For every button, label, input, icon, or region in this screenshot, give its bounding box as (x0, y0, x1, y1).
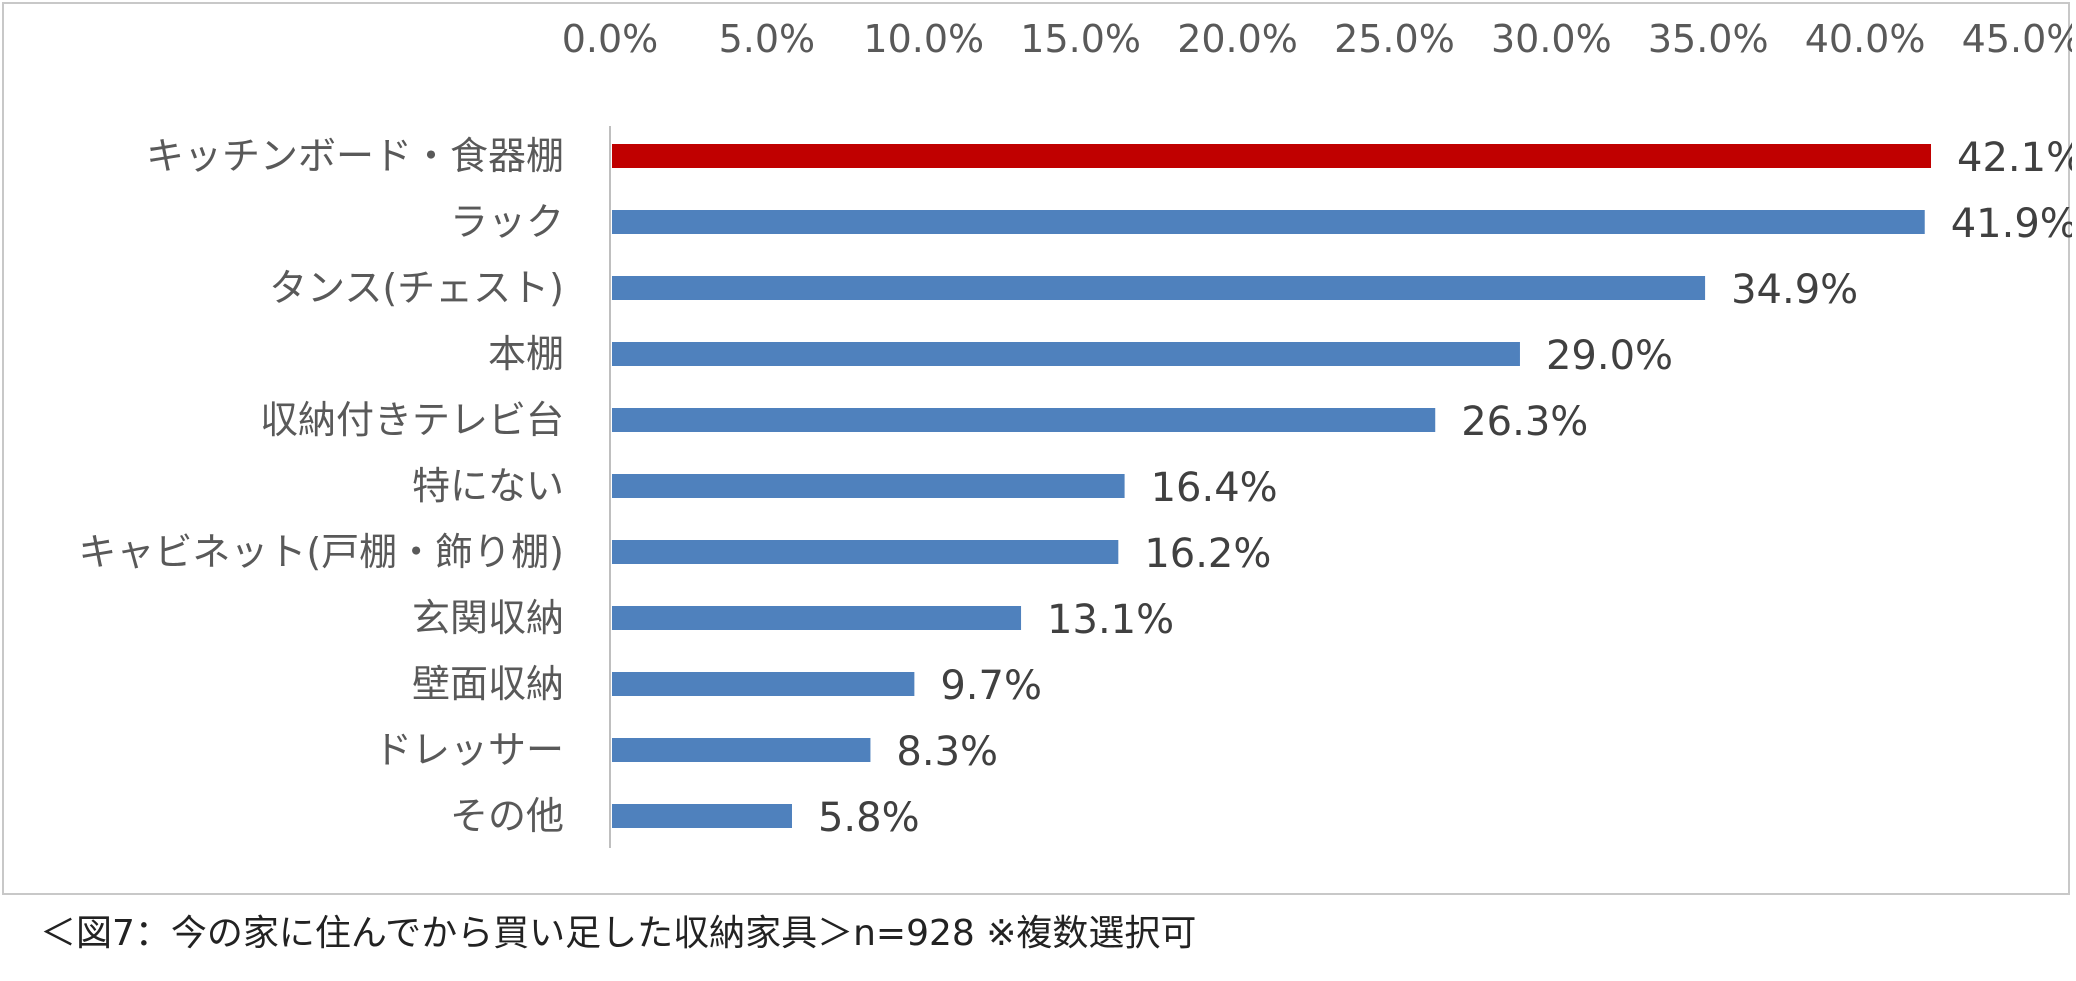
category-label: ラック (450, 200, 564, 244)
value-label: 34.9% (1731, 267, 1858, 313)
chart-frame: 0.0% 5.0% 10.0% 15.0% 20.0% 25.0% 30.0% 35.0% 40… (2, 2, 2072, 895)
value-label: 41.9% (1951, 201, 2072, 247)
x-tick-label: 20.0% (1177, 17, 1298, 61)
category-label: キャビネット(戸棚・飾り棚) (78, 530, 564, 574)
value-label: 8.3% (896, 729, 998, 775)
bar (612, 606, 1022, 630)
x-tick-label: 45.0% (1962, 17, 2072, 61)
bar-chart: 0.0% 5.0% 10.0% 15.0% 20.0% 25.0% 30.0% 35.0% 40… (78, 17, 2072, 848)
x-tick-label: 10.0% (863, 17, 984, 61)
value-label: 26.3% (1461, 399, 1588, 445)
bar (612, 738, 871, 762)
x-tick-label: 30.0% (1491, 17, 1612, 61)
bar (612, 672, 915, 696)
value-label: 13.1% (1047, 597, 1174, 643)
bar (612, 408, 1436, 432)
bar (612, 342, 1520, 366)
value-label: 5.8% (818, 795, 920, 841)
category-label: 玄関収納 (412, 596, 564, 640)
category-label: 壁面収納 (412, 662, 564, 706)
value-label: 29.0% (1546, 333, 1673, 379)
bar (612, 144, 1932, 168)
value-label: 42.1% (1957, 135, 2072, 181)
value-label: 16.2% (1144, 531, 1271, 577)
bar (612, 474, 1125, 498)
x-tick-label: 35.0% (1648, 17, 1769, 61)
category-label: タンス(チェスト) (269, 266, 564, 310)
category-label: 収納付きテレビ台 (260, 398, 564, 442)
value-label: 9.7% (940, 663, 1042, 709)
bar (612, 804, 792, 828)
bar (612, 276, 1706, 300)
category-label: その他 (450, 794, 564, 838)
category-label: 本棚 (488, 332, 564, 376)
x-tick-label: 40.0% (1805, 17, 1926, 61)
bar (612, 210, 1925, 234)
x-tick-label: 15.0% (1020, 17, 1141, 61)
bar (612, 540, 1119, 564)
x-tick-label: 25.0% (1334, 17, 1455, 61)
x-tick-label: 5.0% (719, 17, 816, 61)
x-tick-label: 0.0% (562, 17, 659, 61)
category-label: 特にない (412, 464, 564, 508)
category-label: ドレッサー (374, 728, 564, 772)
value-label: 16.4% (1151, 465, 1278, 511)
category-label: キッチンボード・食器棚 (146, 134, 564, 178)
chart-caption: ＜図7：今の家に住んでから買い足した収納家具＞n=928 ※複数選択可 (40, 913, 1197, 954)
